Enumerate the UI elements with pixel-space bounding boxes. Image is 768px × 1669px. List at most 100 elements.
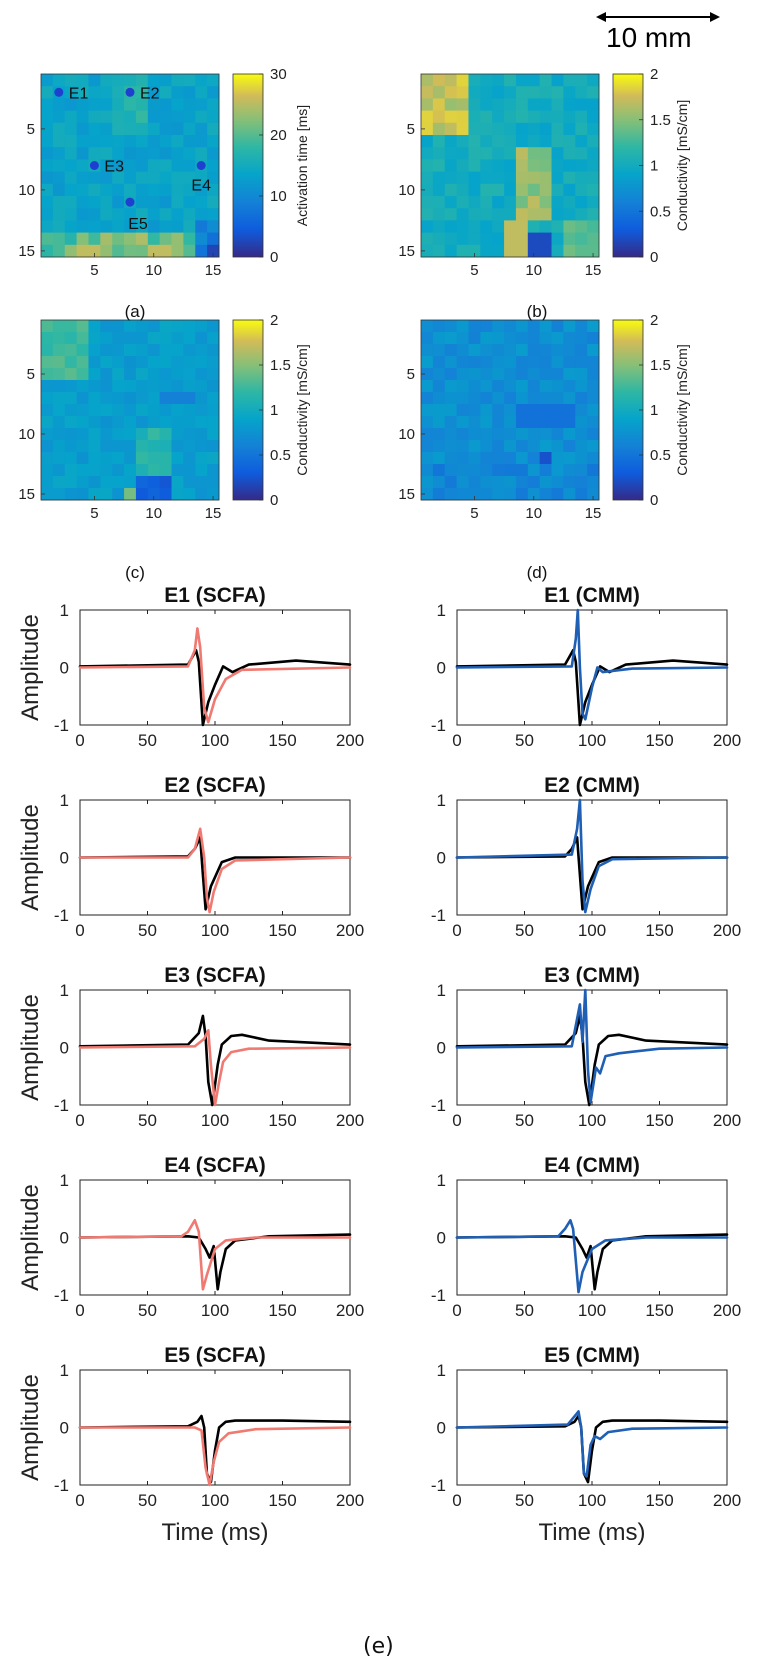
heatmap-cell: [444, 344, 457, 357]
heatmap-cell: [551, 488, 564, 501]
heatmap-cell: [52, 320, 66, 333]
heatmap-cell: [207, 356, 220, 369]
heatmap-cell: [563, 452, 576, 465]
heatmap-cell: [515, 332, 529, 345]
heatmap-cell: [135, 380, 149, 393]
electrode-marker: [196, 161, 206, 170]
heatmap-cell: [480, 356, 493, 369]
heatmap-cell: [421, 244, 434, 258]
heatmap-cell: [147, 476, 161, 489]
heatmap-cell: [207, 440, 220, 453]
x-tick-label: 10: [525, 505, 542, 522]
heatmap-cell: [195, 356, 208, 369]
heatmap-cell: [539, 220, 552, 233]
heatmap-cell: [112, 244, 125, 258]
heatmap-cell: [575, 320, 588, 333]
heatmap-cell: [504, 428, 517, 441]
heatmap-cell: [421, 344, 434, 357]
heatmap-cell: [112, 416, 125, 429]
measured-signal-line: [455, 836, 729, 911]
heatmap-cell: [183, 135, 196, 148]
heatmap-cell: [41, 380, 54, 393]
heatmap-cell: [76, 392, 89, 405]
heatmap-cell: [41, 428, 54, 441]
heatmap-cell: [159, 320, 172, 333]
heatmap-cell: [444, 368, 457, 381]
heatmap-cell: [527, 135, 541, 148]
x-tick-label: 100: [201, 731, 229, 750]
heatmap-cell: [135, 171, 149, 185]
heatmap-cell: [64, 476, 77, 489]
heatmap-cell: [147, 332, 161, 345]
heatmap-cell: [456, 135, 469, 148]
heatmap-cell: [575, 147, 588, 160]
heatmap-cell: [64, 183, 77, 197]
heatmap-cell: [456, 332, 469, 345]
heatmap-cell: [563, 392, 576, 405]
heatmap-cell: [432, 392, 446, 405]
heatmap-cell: [563, 110, 576, 124]
cmm-signal-line: [455, 1410, 729, 1478]
heatmap-cell: [183, 356, 196, 369]
heatmap-cell: [539, 476, 552, 489]
y-tick-label: 1: [437, 1171, 446, 1190]
heatmap-cell: [539, 98, 552, 111]
heatmap-cell: [41, 464, 54, 477]
heatmap-cell: [88, 208, 101, 221]
heatmap-cell: [515, 220, 529, 233]
colorbar-label: Conductivity [mS/cm]: [294, 344, 310, 475]
heatmap-cell: [504, 392, 517, 405]
heatmap-cell: [183, 392, 196, 405]
x-tick-label: 15: [205, 505, 222, 522]
heatmap-cell: [124, 171, 137, 185]
colorbar-tick-label: 10: [270, 188, 287, 205]
heatmap-cell: [444, 232, 457, 246]
heatmap-cell: [444, 428, 457, 441]
heatmap-cell: [468, 320, 481, 333]
heatmap-cell: [100, 452, 113, 465]
heatmap-cell: [456, 380, 469, 393]
heatmap-cell: [492, 380, 505, 393]
heatmap-cell: [135, 220, 149, 233]
heatmap-cell: [468, 356, 481, 369]
heatmap-cell: [100, 404, 113, 417]
heatmap-cell: [504, 244, 517, 258]
heatmap-cell: [100, 488, 113, 501]
heatmap-cell: [183, 86, 196, 99]
heatmap-cell: [587, 380, 600, 393]
heatmap-cell: [124, 476, 137, 489]
heatmap-cell: [539, 368, 552, 381]
heatmap-cell: [88, 135, 101, 148]
y-tick-label: 0: [437, 849, 446, 868]
heatmap-cell: [551, 244, 564, 258]
heatmap-cell: [159, 171, 172, 185]
heatmap-cell: [124, 208, 137, 221]
x-tick-label: 150: [645, 921, 673, 940]
heatmap-cell: [444, 452, 457, 465]
heatmap-cell: [539, 320, 552, 333]
x-tick-label: 10: [145, 262, 162, 279]
heatmap-cell: [52, 476, 66, 489]
heatmap-cell: [159, 440, 172, 453]
electrode-label: E2: [140, 85, 160, 102]
y-tick-label: -1: [54, 906, 69, 925]
heatmap-cell: [171, 244, 184, 258]
heatmap-cell: [492, 183, 505, 197]
y-tick-label: 0: [437, 1039, 446, 1058]
heatmap-cell: [100, 183, 113, 197]
electrode-marker: [54, 87, 64, 97]
heatmap-cell: [504, 476, 517, 489]
heatmap-cell: [171, 440, 184, 453]
heatmap-cell: [52, 416, 66, 429]
x-tick-label: 10: [145, 505, 162, 522]
heatmap-cell: [112, 356, 125, 369]
heatmap-cell: [480, 98, 493, 111]
heatmap-cell: [159, 196, 172, 209]
heatmap-cell: [88, 183, 101, 197]
heatmap-cell: [527, 74, 541, 87]
heatmap-cell: [456, 147, 469, 160]
heatmap-cell: [539, 440, 552, 453]
heatmap-cell: [527, 464, 541, 477]
heatmap-cell: [456, 464, 469, 477]
heatmap-cell: [88, 368, 101, 381]
